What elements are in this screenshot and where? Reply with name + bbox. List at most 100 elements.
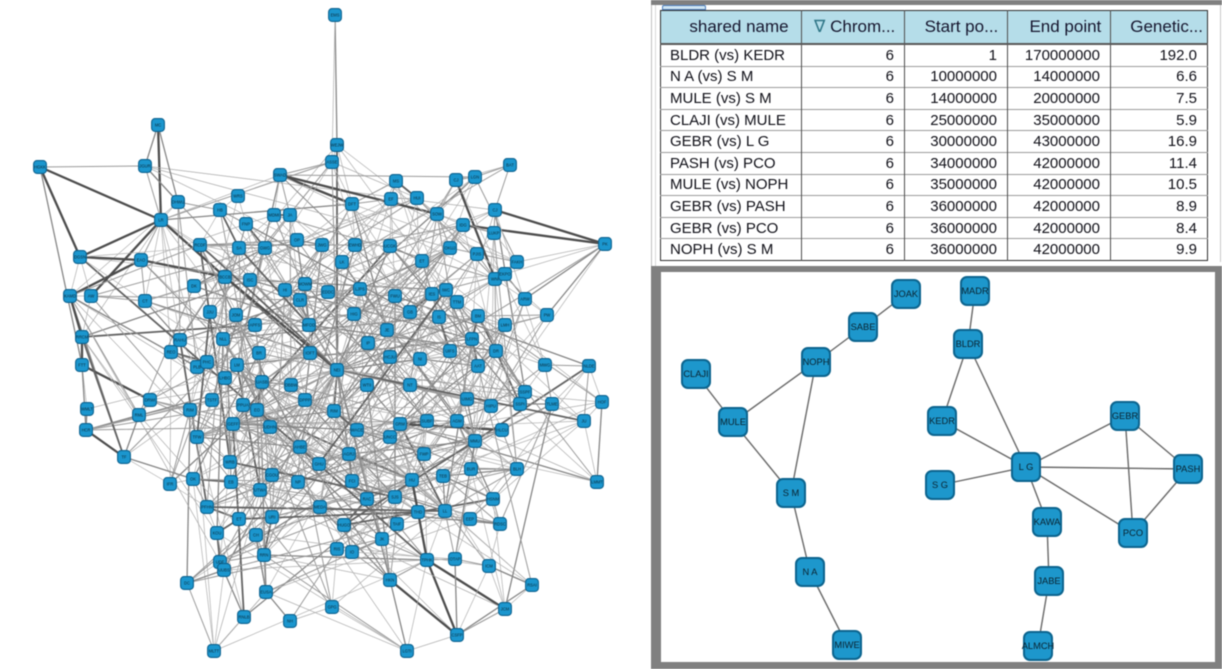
svg-text:CH: CH — [253, 533, 259, 538]
svg-text:RCDF: RCDF — [194, 243, 206, 248]
svg-text:MWG: MWG — [540, 363, 550, 368]
svg-text:OBBW: OBBW — [285, 383, 298, 388]
svg-text:LFPN: LFPN — [467, 337, 478, 342]
svg-text:LR: LR — [158, 218, 163, 223]
svg-text:WACE: WACE — [351, 428, 363, 433]
svg-text:TEB: TEB — [439, 474, 447, 479]
svg-text:N A: N A — [803, 567, 819, 577]
svg-text:MS: MS — [393, 179, 399, 184]
svg-text:LJPS: LJPS — [355, 287, 365, 292]
svg-text:HCJU: HCJU — [385, 355, 396, 360]
svg-text:JE: JE — [385, 328, 390, 333]
svg-text:ET: ET — [236, 517, 242, 522]
svg-text:HGKK: HGKK — [34, 165, 46, 170]
svg-text:BLH: BLH — [513, 467, 521, 472]
svg-text:PPUA: PPUA — [237, 403, 248, 408]
svg-text:GEFF: GEFF — [228, 422, 239, 427]
svg-text:NH: NH — [287, 619, 293, 624]
svg-text:BM: BM — [475, 314, 482, 319]
svg-text:MLTT: MLTT — [209, 649, 220, 654]
svg-text:TAIF: TAIF — [393, 522, 402, 527]
svg-text:NLDE: NLDE — [584, 364, 595, 369]
svg-text:TF: TF — [121, 455, 127, 460]
svg-text:FWP: FWP — [419, 452, 428, 457]
svg-text:APFS: APFS — [250, 323, 261, 328]
svg-text:JU: JU — [581, 419, 586, 424]
svg-text:CLAJI: CLAJI — [683, 369, 708, 379]
svg-text:NOPH: NOPH — [803, 357, 830, 367]
svg-text:PHC: PHC — [203, 360, 212, 365]
svg-text:MADR: MADR — [961, 286, 989, 296]
svg-text:URI: URI — [268, 515, 275, 520]
svg-text:NI: NI — [418, 357, 422, 362]
svg-text:GHU: GHU — [314, 462, 323, 467]
svg-text:LGTI: LGTI — [402, 649, 411, 654]
svg-text:EKPO: EKPO — [499, 272, 510, 277]
svg-text:WRB: WRB — [225, 460, 235, 465]
svg-text:TLME: TLME — [547, 402, 558, 407]
svg-text:OTAP: OTAP — [450, 557, 461, 562]
svg-text:EAO: EAO — [137, 258, 146, 263]
svg-text:MOWM: MOWM — [298, 282, 312, 287]
svg-text:LMH: LMH — [501, 323, 510, 328]
svg-text:CGOU: CGOU — [266, 473, 278, 478]
svg-text:PW: PW — [544, 313, 551, 318]
svg-text:UIFS: UIFS — [445, 349, 455, 354]
svg-text:EO: EO — [254, 408, 260, 413]
svg-text:JK: JK — [380, 537, 385, 542]
svg-text:ET: ET — [419, 259, 425, 264]
svg-text:OP: OP — [294, 238, 300, 243]
svg-text:IES: IES — [429, 292, 436, 297]
svg-text:KAWA: KAWA — [1034, 517, 1061, 527]
svg-text:UDHN: UDHN — [264, 425, 276, 430]
svg-text:JOAK: JOAK — [894, 289, 919, 299]
svg-text:RML: RML — [135, 413, 144, 418]
svg-text:PASH: PASH — [1176, 464, 1201, 474]
svg-text:THD: THD — [414, 510, 422, 515]
svg-text:OHWU: OHWU — [172, 200, 185, 205]
svg-text:WEJW: WEJW — [331, 143, 344, 148]
svg-text:JJU: JJU — [206, 310, 213, 315]
svg-text:S M: S M — [783, 488, 800, 498]
svg-text:WRS: WRS — [233, 194, 243, 199]
svg-text:LMMT: LMMT — [591, 480, 603, 485]
svg-text:S G: S G — [932, 480, 948, 490]
svg-text:RIM: RIM — [330, 409, 338, 414]
svg-text:HLCU: HLCU — [496, 428, 507, 433]
svg-text:HIPU: HIPU — [486, 404, 496, 409]
svg-text:UTWA: UTWA — [254, 488, 266, 493]
svg-text:NLL: NLL — [219, 337, 227, 342]
svg-text:DGSN: DGSN — [74, 255, 86, 260]
svg-text:SSPI: SSPI — [515, 402, 524, 407]
svg-text:OKUJ: OKUJ — [445, 246, 456, 251]
svg-text:IO: IO — [350, 550, 354, 555]
svg-text:RNLB: RNLB — [239, 615, 250, 620]
svg-text:KOU: KOU — [213, 531, 222, 536]
svg-text:FNP: FNP — [242, 222, 250, 227]
svg-text:TSTF: TSTF — [207, 398, 218, 403]
svg-text:HCR: HCR — [82, 428, 91, 433]
svg-text:RAHU: RAHU — [174, 338, 186, 343]
svg-text:HB: HB — [217, 208, 223, 213]
svg-text:HSNM: HSNM — [487, 497, 500, 502]
svg-text:SA: SA — [236, 246, 242, 251]
svg-text:HUGO: HUGO — [338, 523, 350, 528]
svg-text:ISC: ISC — [247, 278, 254, 283]
svg-text:UDF: UDF — [216, 560, 225, 565]
svg-text:EEP: EEP — [466, 517, 474, 522]
svg-text:JCM: JCM — [501, 607, 510, 612]
svg-text:DRWI: DRWI — [145, 398, 156, 403]
svg-text:UASB: UASB — [256, 380, 267, 385]
svg-text:EDDC: EDDC — [322, 290, 334, 295]
svg-text:HU: HU — [409, 478, 415, 483]
svg-text:AAT: AAT — [474, 364, 482, 369]
svg-text:UCGK: UCGK — [384, 244, 396, 249]
svg-text:NEI: NEI — [334, 368, 341, 373]
svg-text:GRM: GRM — [395, 422, 405, 427]
svg-text:DPPP: DPPP — [299, 398, 310, 403]
svg-text:NP: NP — [295, 480, 301, 485]
svg-text:PFHN: PFHN — [201, 505, 212, 510]
svg-text:DK: DK — [191, 284, 197, 289]
svg-text:LL: LL — [443, 509, 448, 514]
svg-text:WTII: WTII — [363, 383, 372, 388]
